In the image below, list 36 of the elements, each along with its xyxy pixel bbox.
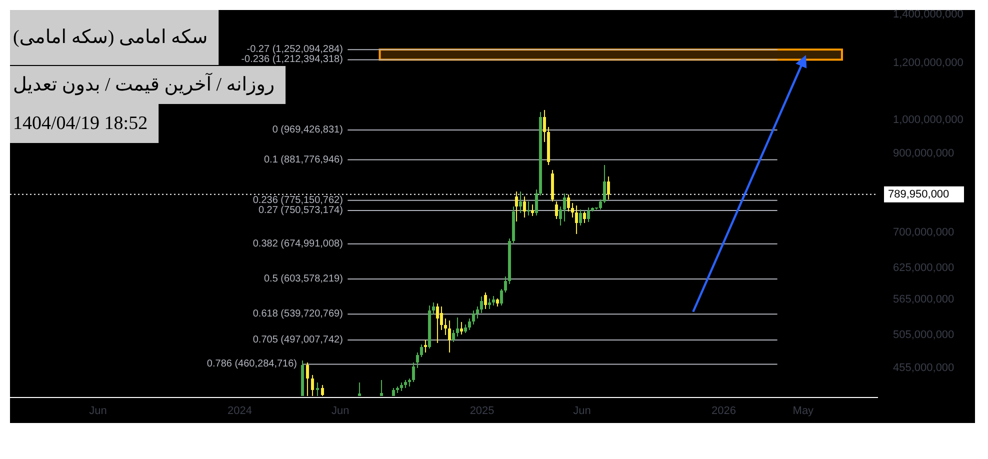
ref-line-label: 0.618 (539,720,769) — [252, 308, 343, 320]
candlestick — [358, 382, 361, 396]
y-tick-label: 625,000,000 — [893, 262, 954, 274]
ref-line-label: 0 (969,426,831) — [272, 124, 343, 136]
ref-line-label: 0.786 (460,284,716) — [206, 358, 297, 370]
ref-line-label: 0.5 (603,578,219) — [264, 273, 343, 284]
y-tick-label: 565,000,000 — [893, 294, 954, 306]
candlestick — [424, 340, 427, 352]
text: سکه امامی (سکه امامی) — [13, 27, 208, 48]
ref-line-label: 789,950,000 — [888, 188, 950, 200]
candlestick — [527, 202, 530, 216]
ref-line-label: 0.27 (750,573,174) — [258, 204, 343, 216]
annotation: 1404/04/19 18:52 — [13, 113, 148, 134]
ref-line-label: 0.1 (881,776,946) — [264, 154, 343, 166]
ref-line-label: 0.382 (674,991,008) — [252, 238, 343, 250]
x-tick-label: Jun — [573, 405, 591, 417]
text: روزانه / آخرین قیمت / بدون تعدیل — [13, 72, 275, 96]
x-tick-label: 2025 — [470, 405, 494, 417]
y-tick-label: 1,400,000,000 — [893, 8, 964, 20]
y-tick-label: 900,000,000 — [893, 147, 954, 160]
ref-line-label: -0.236 (1,212,394,318) — [241, 54, 343, 66]
ref-line-label: -0.27 (1,252,094,284) — [246, 44, 343, 56]
candlestick — [444, 318, 447, 336]
ref-line-label: 0.705 (497,007,742) — [252, 334, 343, 346]
x-tick-label: 2026 — [711, 405, 736, 417]
y-tick-label: 1,200,000,000 — [893, 56, 964, 69]
y-tick-label: 1,000,000,000 — [893, 114, 964, 126]
x-tick-label: May — [792, 405, 814, 417]
candlestick — [488, 298, 491, 309]
x-tick-label: Jun — [332, 405, 350, 417]
ref-line-label: 0.236 (775,150,762) — [252, 194, 343, 206]
y-tick-label: 455,000,000 — [893, 362, 954, 374]
x-tick-label: 2024 — [228, 405, 252, 417]
x-tick-label: Jun — [89, 405, 107, 417]
y-tick-label: 700,000,000 — [893, 226, 954, 238]
y-tick-label: 505,000,000 — [893, 329, 954, 342]
